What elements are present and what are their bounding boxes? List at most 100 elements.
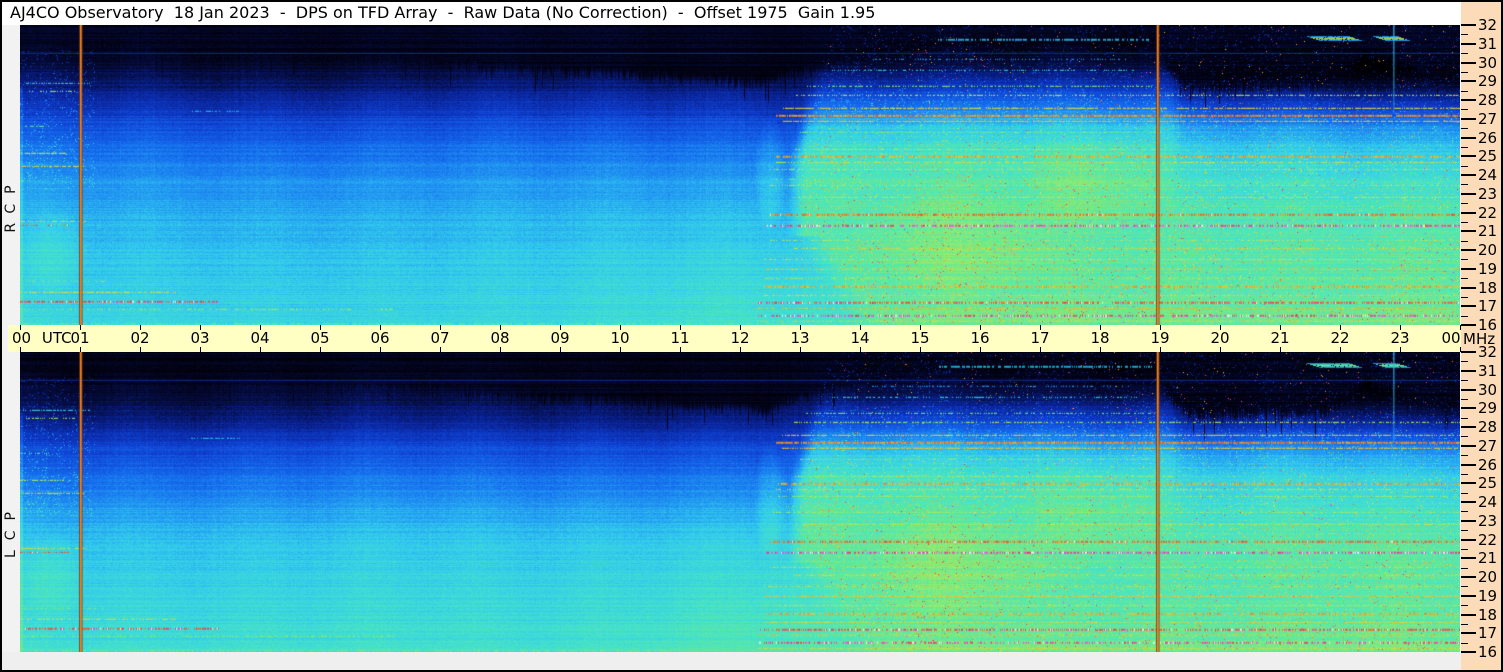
time-tick [1040,347,1041,352]
time-tick-label: 07 [430,329,450,347]
frequency-tick [1461,80,1476,83]
time-tick [680,325,681,330]
time-tick [680,347,681,352]
time-tick-label: 14 [850,329,870,347]
time-tick-label: 05 [310,329,330,347]
time-tick [320,325,321,330]
time-tick [320,347,321,352]
time-tick [1220,325,1221,330]
frequency-tick [1461,538,1476,541]
time-tick-label: 02 [130,329,150,347]
time-tick [1280,325,1281,330]
time-tick [1220,347,1221,352]
time-tick-label: 16 [970,329,990,347]
time-tick [200,325,201,330]
frequency-tick-label: 25 [1478,474,1498,493]
frequency-tick-label: 21 [1478,222,1498,241]
frequency-tick [1461,42,1476,45]
frequency-minor-tick [1461,492,1468,494]
time-tick [1460,347,1461,352]
frequency-minor-tick [1461,623,1468,625]
frequency-minor-tick [1461,53,1468,55]
frequency-minor-tick [1461,240,1468,242]
time-tick [260,325,261,330]
frequency-tick-label: 16 [1478,643,1498,661]
time-tick [1400,347,1401,352]
time-tick [740,347,741,352]
frequency-tick [1461,117,1476,120]
frequency-minor-tick [1461,165,1468,167]
frequency-tick [1461,369,1476,372]
frequency-tick [1461,351,1476,353]
time-tick [1160,347,1161,352]
frequency-minor-tick [1461,511,1468,513]
frequency-tick [1461,576,1476,578]
frequency-tick [1461,444,1476,447]
time-tick-label: 22 [1330,329,1350,347]
time-tick [500,325,501,330]
frequency-tick-label: 16 [1478,316,1498,334]
title-text: AJ4CO Observatory 18 Jan 2023 - DPS on T… [10,3,876,22]
time-tick-label: 11 [670,329,690,347]
frequency-tick-label: 31 [1478,34,1498,53]
time-tick [1160,325,1161,330]
frequency-minor-tick [1461,128,1468,130]
time-tick-label: 01 [70,329,90,347]
frequency-minor-tick [1461,567,1468,569]
rcp-spectrogram [20,25,1460,325]
time-tick [20,325,21,330]
time-tick [380,347,381,352]
frequency-minor-tick [1461,605,1468,607]
time-tick [920,325,921,330]
time-tick-label: 13 [790,329,810,347]
time-tick [20,347,21,352]
frequency-tick-label: 30 [1478,53,1498,72]
time-axis-end-label: 00 [1441,329,1461,347]
time-tick [1340,347,1341,352]
frequency-tick-label: 28 [1478,418,1498,436]
time-tick [1400,325,1401,330]
frequency-minor-tick [1461,146,1468,148]
frequency-tick-label: 18 [1478,605,1498,624]
time-tick [1460,325,1461,330]
time-tick [920,347,921,352]
frequency-minor-tick [1461,455,1468,457]
lcp-spectrogram [20,352,1460,652]
time-tick [800,347,801,352]
frequency-minor-tick [1461,436,1468,438]
time-tick-label: 20 [1210,329,1230,347]
time-tick [200,347,201,352]
time-tick [440,347,441,352]
frequency-tick [1461,155,1476,158]
time-tick [80,325,81,330]
frequency-tick [1461,651,1476,653]
frequency-tick [1461,388,1476,391]
rcp-polarization-label: RCP [3,175,19,233]
time-tick [860,325,861,330]
time-tick [380,325,381,330]
time-tick [860,347,861,352]
frequency-tick-label: 18 [1478,278,1498,297]
frequency-tick [1461,174,1476,176]
frequency-tick-label: 21 [1478,549,1498,568]
frequency-tick [1461,230,1476,233]
time-tick-label: 21 [1270,329,1290,347]
frequency-tick [1461,501,1476,503]
time-tick-label: 18 [1090,329,1110,347]
frequency-tick-label: 20 [1478,241,1498,259]
frequency-minor-tick [1461,398,1468,400]
frequency-minor-tick [1461,34,1468,36]
frequency-tick [1461,136,1476,139]
frequency-tick [1461,613,1476,616]
frequency-tick [1461,249,1476,251]
frequency-tick [1461,519,1476,522]
frequency-tick [1461,211,1476,214]
frequency-tick [1461,557,1476,560]
time-tick-label: 06 [370,329,390,347]
frequency-tick-label: 32 [1478,16,1498,34]
frequency-tick [1461,463,1476,466]
lcp-polarization-label: LCP [3,501,19,559]
frequency-minor-tick [1461,361,1468,363]
time-tick [80,347,81,352]
frequency-tick-label: 31 [1478,361,1498,380]
